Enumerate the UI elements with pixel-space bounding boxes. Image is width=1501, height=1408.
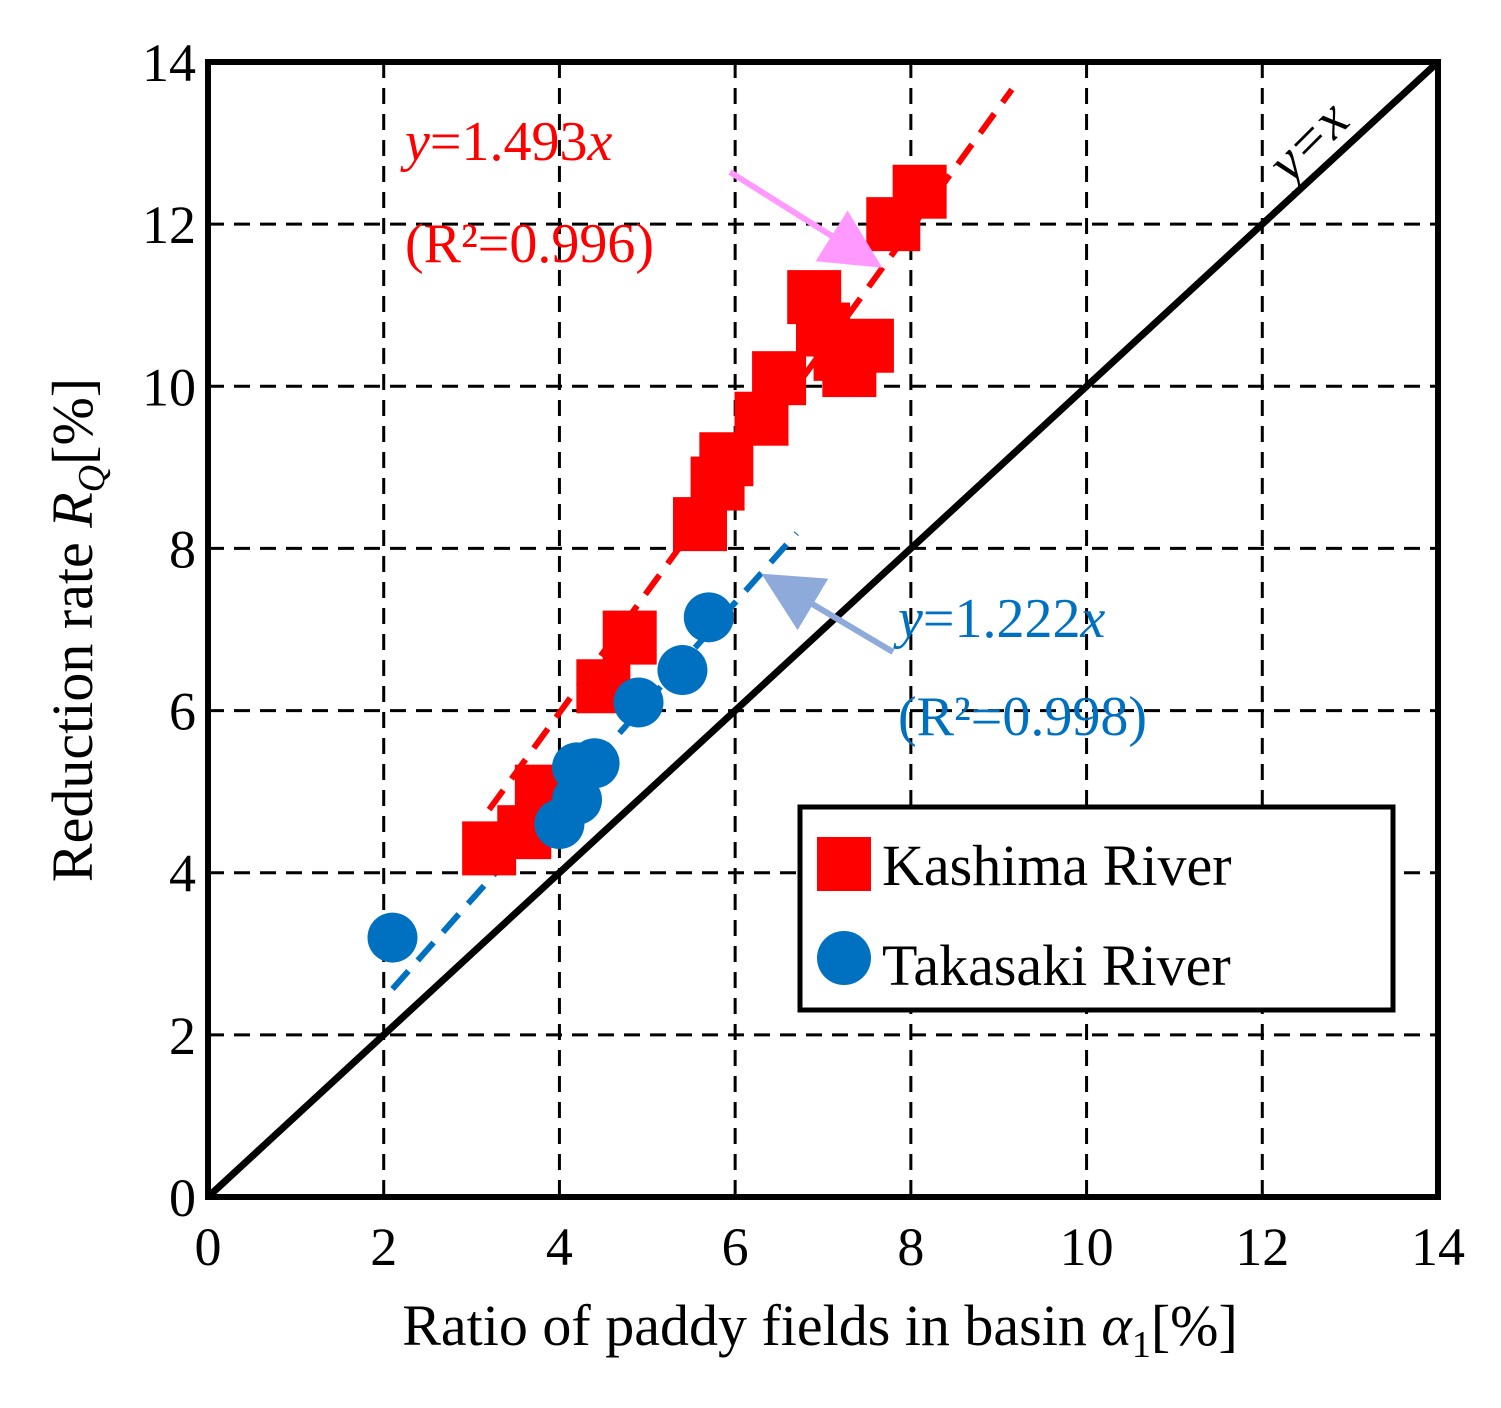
point-takasaki-river [683, 592, 734, 643]
x-tick-label: 4 [546, 1217, 573, 1277]
point-takasaki-river [657, 645, 708, 696]
point-kashima-river [752, 351, 807, 406]
y-tick-label: 2 [169, 1006, 196, 1066]
legend-marker-takasaki [817, 931, 871, 985]
x-axis-label: Ratio of paddy fields in basin α1[%] [402, 1293, 1238, 1366]
kashima-fit-r2: (R²=0.996) [405, 213, 654, 275]
point-takasaki-river [367, 912, 418, 963]
x-tick-label: 0 [195, 1217, 222, 1277]
x-tick-label: 14 [1411, 1217, 1465, 1277]
y-tick-label: 0 [169, 1168, 196, 1228]
legend-box [797, 804, 1396, 1013]
takasaki-annotation-arrow [761, 573, 895, 655]
y-tick-label: 10 [142, 357, 196, 417]
point-kashima-river [602, 610, 657, 665]
x-tick-label: 2 [370, 1217, 397, 1277]
x-tick-label: 6 [722, 1217, 749, 1277]
kashima-fit-equation: y=1.493x [400, 111, 612, 173]
legend-marker-kashima [817, 837, 871, 891]
y-tick-label: 8 [169, 519, 196, 579]
reference-line-label: y=x [1252, 88, 1361, 197]
x-tick-label: 8 [897, 1217, 924, 1277]
y-tick-label: 4 [169, 844, 196, 904]
x-tick-label: 12 [1235, 1217, 1289, 1277]
point-takasaki-river [569, 738, 620, 789]
takasaki-fit-equation: y=1.222x [893, 588, 1105, 650]
y-tick-label: 6 [169, 682, 196, 742]
takasaki-fit-r2: (R²=0.998) [898, 686, 1147, 748]
legend-label-kashima: Kashima River [882, 833, 1232, 898]
y-axis-label: Reduction rate RQ[%] [40, 378, 113, 882]
point-kashima-river [839, 318, 894, 373]
legend: Kashima River Takasaki River [797, 804, 1396, 1013]
plot-frame [205, 59, 1441, 1200]
y-tick-label: 12 [142, 195, 196, 255]
kashima-annotation-arrow [728, 169, 883, 268]
legend-label-takasaki: Takasaki River [882, 933, 1231, 998]
plot-border [205, 59, 1441, 1200]
y-tick-label: 14 [142, 33, 196, 93]
data-points [367, 164, 947, 963]
point-takasaki-river [613, 677, 664, 728]
point-kashima-river [892, 164, 947, 219]
x-tick-label: 10 [1060, 1217, 1114, 1277]
tick-labels: 0 2 4 6 8 10 12 14 0 2 4 6 8 10 12 14 [142, 33, 1465, 1277]
